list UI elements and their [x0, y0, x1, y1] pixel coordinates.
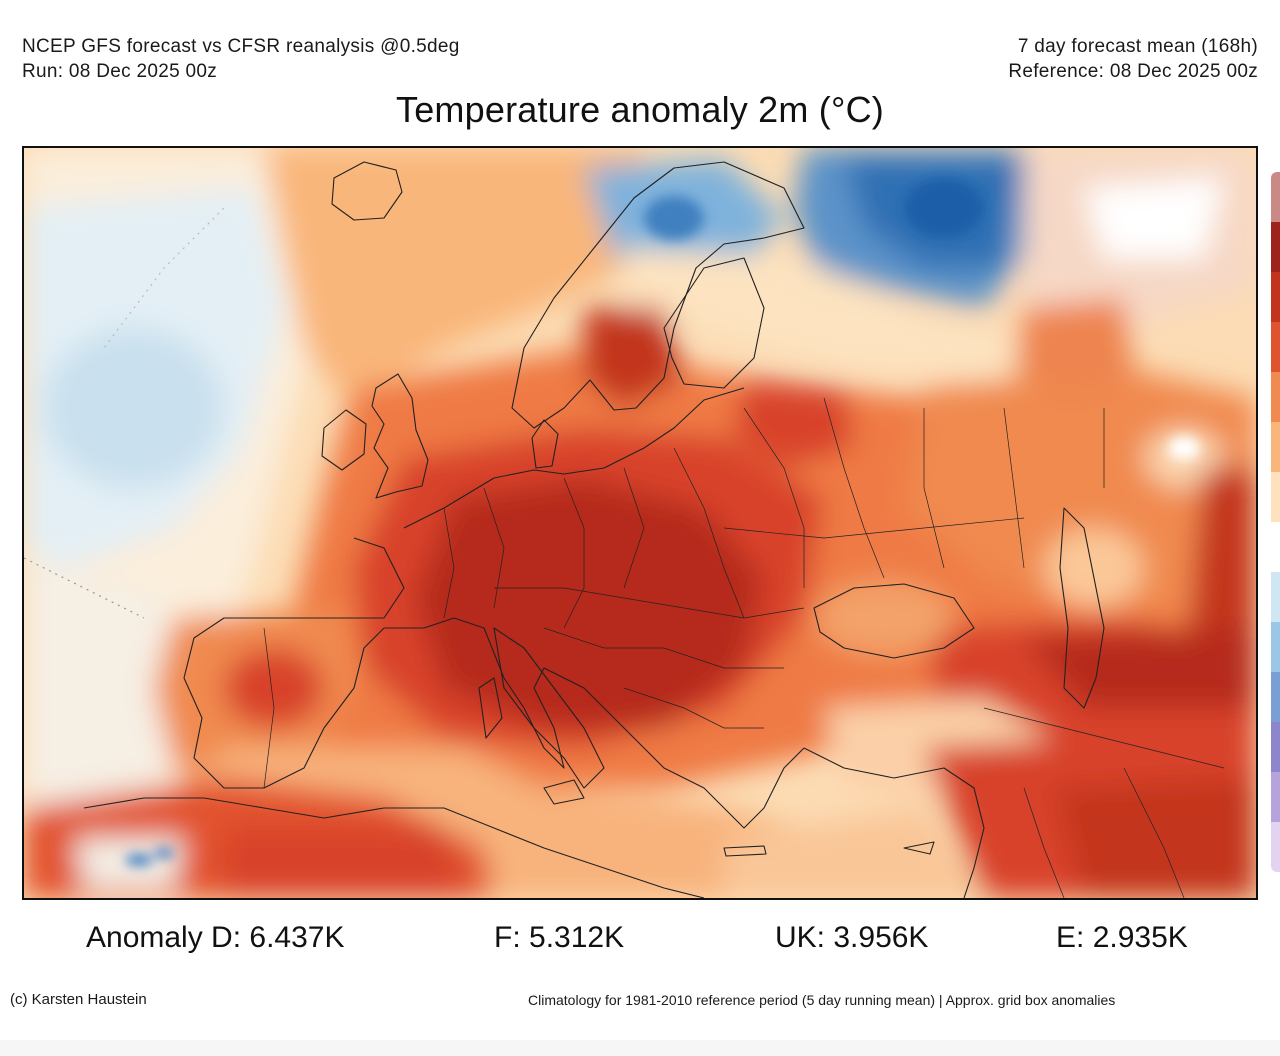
colorbar-swatches [1271, 172, 1280, 872]
colorbar-swatch [1271, 722, 1280, 773]
anomaly-france: F: 5.312K [494, 918, 624, 958]
colorbar-swatch [1271, 172, 1280, 223]
map-canvas [24, 148, 1256, 898]
climatology-note: Climatology for 1981-2010 reference peri… [528, 992, 1116, 1008]
header-right: 7 day forecast mean (168h) Reference: 08… [1008, 34, 1258, 84]
run-time: Run: 08 Dec 2025 00z [22, 61, 218, 82]
colorbar-swatch [1271, 422, 1280, 473]
coastlines [83, 161, 1105, 898]
colorbar-swatch [1271, 522, 1280, 573]
anomaly-france-value: 5.312K [529, 921, 625, 954]
map-title: Temperature anomaly 2m (°C) [396, 89, 884, 130]
anomaly-germany-label: Anomaly D: [86, 921, 242, 954]
anomaly-uk-value: 3.956K [833, 921, 929, 954]
colorbar-swatch [1271, 772, 1280, 823]
colorbar-swatch [1271, 222, 1280, 273]
header-left: NCEP GFS forecast vs CFSR reanalysis @0.… [22, 34, 460, 84]
country-borders [263, 397, 1225, 898]
anomaly-map [22, 146, 1258, 900]
colorbar-swatch [1271, 322, 1280, 373]
colorbar-swatch [1271, 572, 1280, 623]
cold-anomaly-cells [125, 178, 1200, 866]
anomaly-spain-label: E: [1056, 921, 1085, 954]
colorbar-swatch [1271, 272, 1280, 323]
forecast-period: 7 day forecast mean (168h) [1017, 36, 1258, 57]
colorbar-swatch [1271, 372, 1280, 423]
bottom-strip [0, 1040, 1280, 1056]
colorbar-swatch [1271, 472, 1280, 523]
reference-time: Reference: 08 Dec 2025 00z [1008, 61, 1258, 82]
anomaly-spain-value: 2.935K [1092, 921, 1188, 954]
graticule-2 [103, 207, 225, 349]
colorbar-swatch [1271, 822, 1280, 872]
model-description: NCEP GFS forecast vs CFSR reanalysis @0.… [22, 36, 460, 57]
anomaly-germany: Anomaly D: 6.437K [86, 918, 345, 958]
colorbar-swatch [1271, 672, 1280, 723]
anomaly-spain: E: 2.935K [1056, 918, 1188, 958]
colorbar [1271, 172, 1280, 872]
colorbar-swatch [1271, 622, 1280, 673]
anomaly-uk-label: UK: [775, 921, 826, 954]
graticule [24, 557, 145, 619]
anomaly-germany-value: 6.437K [249, 921, 345, 954]
anomaly-france-label: F: [494, 921, 521, 954]
credit: (c) Karsten Haustein [10, 991, 147, 1008]
anomaly-field [24, 148, 1256, 898]
anomaly-uk: UK: 3.956K [775, 918, 928, 958]
